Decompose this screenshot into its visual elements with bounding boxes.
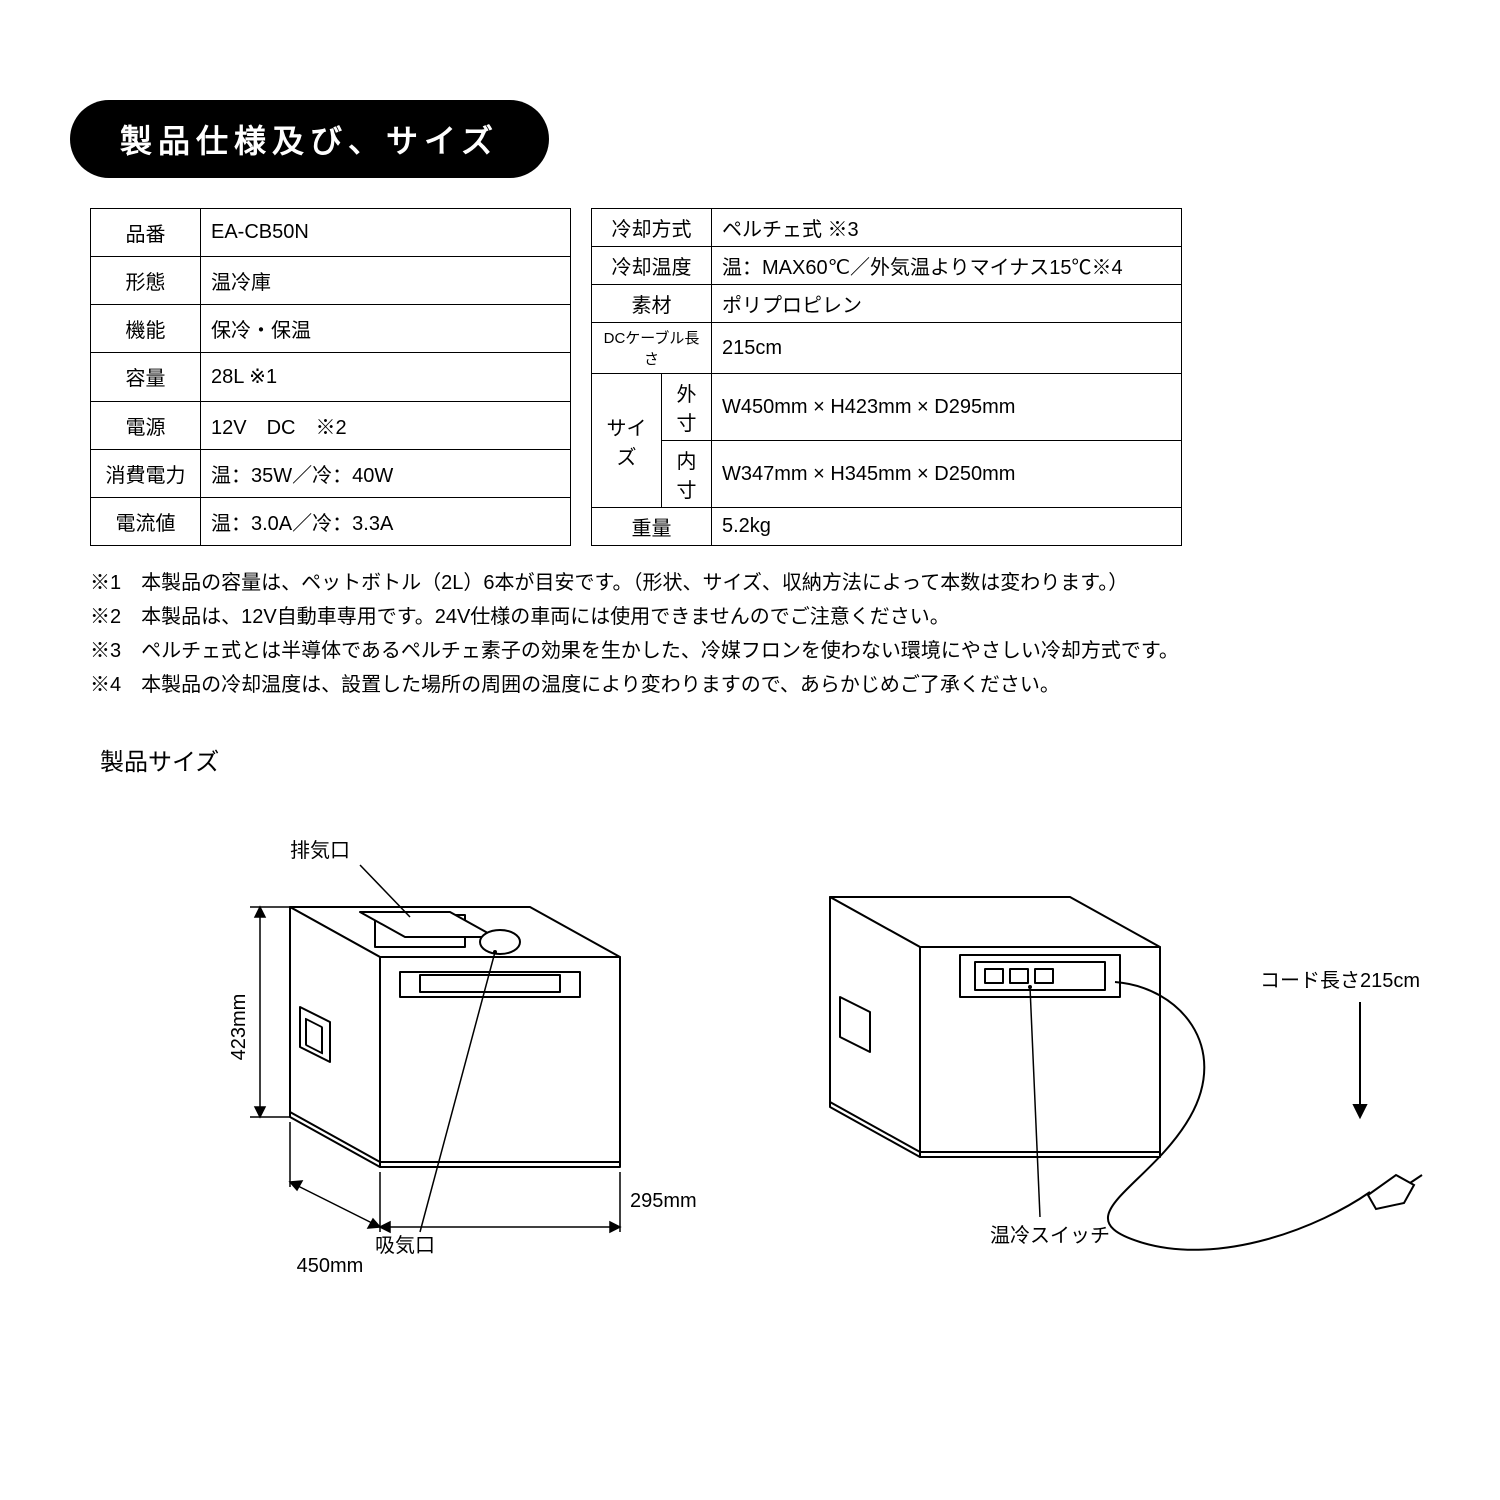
footnote-line: ※1 本製品の容量は、ペットボトル（2L）6本が目安です。（形状、サイズ、収納方… (90, 566, 1410, 600)
exhaust-label: 排気口 (290, 839, 350, 862)
spec-label: 電流値 (91, 497, 201, 545)
spec-table-left: 品番EA-CB50N形態温冷庫機能保冷・保温容量28L ※1電源12V DC ※… (90, 208, 571, 546)
spec-value: ペルチェ式 ※3 (712, 209, 1182, 247)
spec-label: 消費電力 (91, 449, 201, 497)
spec-tables: 品番EA-CB50N形態温冷庫機能保冷・保温容量28L ※1電源12V DC ※… (70, 208, 1430, 546)
spec-sublabel: 内寸 (662, 441, 712, 508)
spec-label: 冷却温度 (592, 247, 712, 285)
spec-label: サイズ (592, 374, 662, 508)
section-header: 製品仕様及び、サイズ (70, 100, 549, 178)
height-dim: 423mm (228, 994, 250, 1061)
spec-value: 温冷庫 (201, 257, 571, 305)
spec-table-right: 冷却方式ペルチェ式 ※3冷却温度温：MAX60℃／外気温よりマイナス15℃※4素… (591, 208, 1182, 546)
footnote-line: ※3 ペルチェ式とは半導体であるペルチェ素子の効果を生かした、冷媒フロンを使わな… (90, 634, 1410, 668)
spec-value: 温：35W／冷：40W (201, 449, 571, 497)
spec-sublabel: 外寸 (662, 374, 712, 441)
footnote-line: ※2 本製品は、12V自動車専用です。24V仕様の車両には使用できませんのでご注… (90, 600, 1410, 634)
spec-value: 保冷・保温 (201, 305, 571, 353)
depth-dim: 295mm (630, 1190, 697, 1212)
spec-label: 重量 (592, 508, 712, 546)
spec-label: 電源 (91, 401, 201, 449)
spec-value: ポリプロピレン (712, 285, 1182, 323)
switch-label: 温冷スイッチ (990, 1224, 1110, 1247)
intake-label: 吸気口 (375, 1234, 435, 1257)
diagram-rear: 温冷スイッチ コード長さ215cm (760, 787, 1480, 1287)
spec-label: 機能 (91, 305, 201, 353)
spec-value: W347mm × H345mm × D250mm (712, 441, 1182, 508)
spec-value: 温：MAX60℃／外気温よりマイナス15℃※4 (712, 247, 1182, 285)
spec-value: EA-CB50N (201, 209, 571, 257)
width-dim: 450mm (297, 1255, 364, 1277)
spec-value: 温：3.0A／冷：3.3A (201, 497, 571, 545)
spec-label: DCケーブル長さ (592, 323, 712, 374)
footnote-line: ※4 本製品の冷却温度は、設置した場所の周囲の温度により変わりますので、あらかじ… (90, 668, 1410, 702)
spec-value: 5.2kg (712, 508, 1182, 546)
spec-value: 215cm (712, 323, 1182, 374)
diagram-front: 排気口 吸気口 423mm (100, 787, 720, 1287)
spec-label: 容量 (91, 353, 201, 401)
spec-label: 素材 (592, 285, 712, 323)
spec-value: W450mm × H423mm × D295mm (712, 374, 1182, 441)
spec-value: 12V DC ※2 (201, 401, 571, 449)
spec-label: 品番 (91, 209, 201, 257)
spec-label: 冷却方式 (592, 209, 712, 247)
cord-label: コード長さ215cm (1260, 970, 1420, 992)
spec-value: 28L ※1 (201, 353, 571, 401)
size-title: 製品サイズ (100, 742, 1430, 777)
footnotes: ※1 本製品の容量は、ペットボトル（2L）6本が目安です。（形状、サイズ、収納方… (90, 566, 1410, 702)
spec-label: 形態 (91, 257, 201, 305)
